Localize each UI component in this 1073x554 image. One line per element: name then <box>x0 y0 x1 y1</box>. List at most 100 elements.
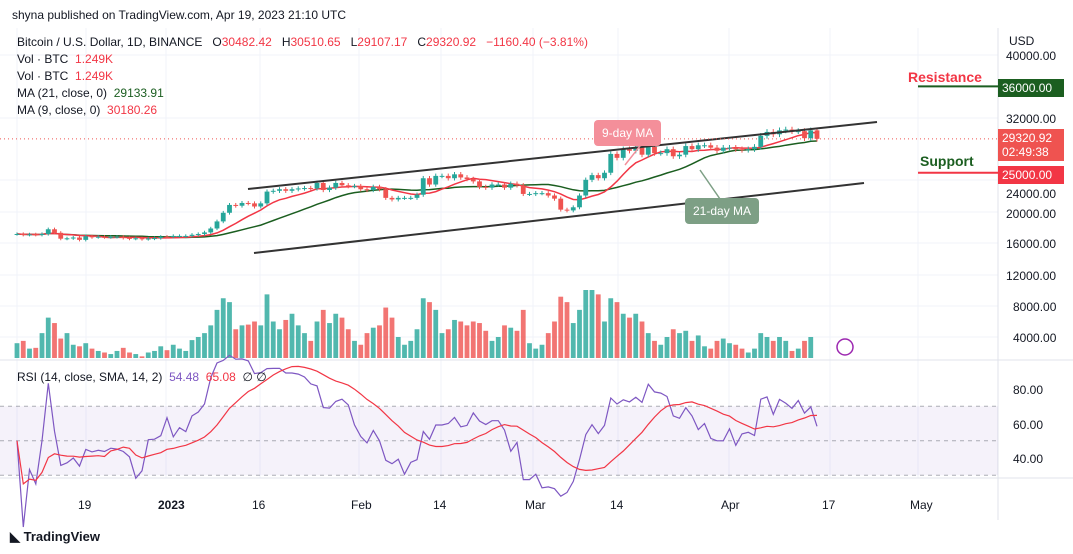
volume-bar <box>795 348 801 358</box>
ma21-label: MA (21, close, 0) <box>17 86 108 100</box>
candle <box>14 233 20 235</box>
volume-bar <box>633 313 639 358</box>
candle <box>802 131 807 139</box>
volume-bar <box>458 321 464 358</box>
candle <box>527 193 532 195</box>
volume-bar <box>745 352 751 358</box>
logo-icon: ◣ <box>10 529 20 544</box>
candle <box>345 185 351 187</box>
candle <box>708 145 714 148</box>
volume-bar <box>752 348 757 358</box>
vol-value: 1.249K <box>75 69 114 83</box>
ma9-value: 30180.26 <box>107 103 158 117</box>
candle <box>214 221 220 229</box>
candle <box>233 204 239 206</box>
volume-bar <box>577 309 582 358</box>
rsi-line <box>16 354 818 528</box>
volume-bar <box>645 333 651 358</box>
volume-bar <box>145 352 151 358</box>
volume-bar <box>514 330 520 358</box>
last-price-tag: 29320.92 02:49:38 <box>998 129 1064 161</box>
volume-bar <box>33 347 39 358</box>
vol-value: 1.249K <box>75 52 114 66</box>
volume-bar <box>414 329 420 358</box>
volume-bar <box>270 321 276 358</box>
volume-bar <box>20 340 26 358</box>
volume-bar <box>177 348 182 358</box>
rsi-label: RSI (14, close, SMA, 14, 2) <box>17 370 163 384</box>
candle <box>20 233 26 235</box>
candle <box>583 179 589 196</box>
ma9-legend[interactable]: MA (9, close, 0) 30180.26 <box>17 103 157 117</box>
candle <box>189 234 195 236</box>
candle <box>133 238 139 240</box>
volume-bar <box>483 330 489 358</box>
volume-bar <box>545 333 551 358</box>
candle <box>627 149 632 151</box>
volume-bar <box>802 340 807 358</box>
volume-bar <box>558 296 564 358</box>
volume-bar <box>158 346 164 358</box>
candle <box>227 204 232 213</box>
candle <box>614 153 620 158</box>
candle <box>145 238 151 240</box>
vol-legend-2[interactable]: Vol · BTC 1.249K <box>17 69 113 83</box>
volume-bar <box>102 352 107 358</box>
time-tick: 2023 <box>158 498 185 512</box>
candle <box>102 236 107 238</box>
volume-bar <box>383 307 389 358</box>
volume-bar <box>489 340 495 358</box>
resistance-price-tag: 36000.00 <box>998 79 1064 97</box>
price-tick: 16000.00 <box>1006 237 1057 251</box>
candle <box>139 238 145 240</box>
candle <box>545 193 551 196</box>
logo-text: TradingView <box>23 529 100 544</box>
candle <box>358 186 364 190</box>
vol-label: Vol · BTC <box>17 52 69 66</box>
vol-legend-1[interactable]: Vol · BTC 1.249K <box>17 52 113 66</box>
rsi-tick: 40.00 <box>1013 452 1044 466</box>
bar-countdown: 02:49:38 <box>1002 145 1049 159</box>
candle <box>439 175 445 177</box>
volume-bar <box>539 344 545 358</box>
volume-bar <box>520 309 526 358</box>
candle <box>427 178 432 185</box>
ma21-legend[interactable]: MA (21, close, 0) 29133.91 <box>17 86 164 100</box>
volume-bar <box>377 325 382 358</box>
ma21-value: 29133.91 <box>113 86 164 100</box>
rsi-legend[interactable]: RSI (14, close, SMA, 14, 2) 54.48 65.08 … <box>17 370 267 384</box>
publisher-line: shyna published on TradingView.com, Apr … <box>12 8 346 22</box>
candle <box>177 235 182 237</box>
time-tick: 19 <box>78 498 92 512</box>
volume-bar <box>314 321 320 358</box>
volume-bar <box>183 350 189 358</box>
candle <box>314 182 320 189</box>
candle <box>39 233 45 235</box>
volume-bar <box>670 329 676 358</box>
candle <box>758 135 764 147</box>
volume-bar <box>420 298 426 358</box>
candle <box>395 197 401 200</box>
volume-bar <box>114 350 120 358</box>
volume-bar <box>589 290 595 358</box>
open-value: 30482.42 <box>221 35 272 49</box>
candle <box>752 146 757 150</box>
volume-bar <box>595 294 601 358</box>
candle <box>152 238 157 240</box>
volume-bar <box>770 340 776 358</box>
candle <box>677 154 682 157</box>
volume-bar <box>427 302 432 358</box>
volume-bar <box>302 333 307 358</box>
time-tick: Mar <box>525 498 546 512</box>
price-tick: 40000.00 <box>1006 49 1057 63</box>
volume-bar <box>283 319 289 358</box>
candle <box>795 131 801 133</box>
candle <box>295 188 301 190</box>
time-tick: 17 <box>822 498 836 512</box>
volume-bar <box>127 352 132 358</box>
candle <box>420 178 426 195</box>
volume-bar <box>239 325 245 358</box>
candle <box>645 146 651 155</box>
symbol-title: Bitcoin / U.S. Dollar, 1D, BINANCE <box>17 35 203 49</box>
